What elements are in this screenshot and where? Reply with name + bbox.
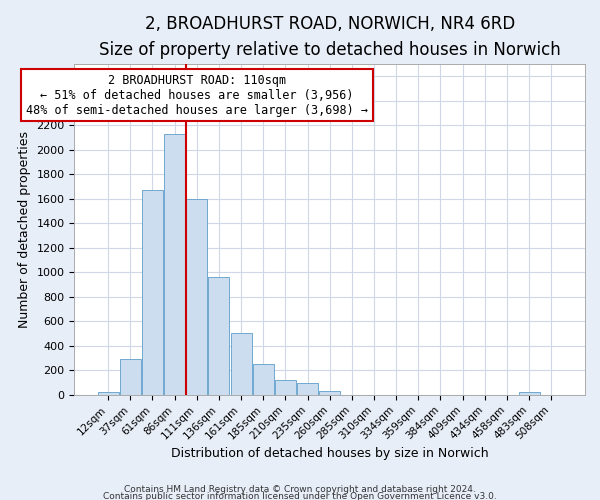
Bar xyxy=(297,383,318,395)
Y-axis label: Number of detached properties: Number of detached properties xyxy=(18,131,31,328)
Bar xyxy=(319,390,340,395)
Text: 2 BROADHURST ROAD: 110sqm
← 51% of detached houses are smaller (3,956)
48% of se: 2 BROADHURST ROAD: 110sqm ← 51% of detac… xyxy=(26,74,368,116)
Bar xyxy=(518,392,539,395)
Bar xyxy=(186,198,207,395)
Bar xyxy=(164,134,185,395)
Bar xyxy=(98,392,119,395)
Text: Contains HM Land Registry data © Crown copyright and database right 2024.: Contains HM Land Registry data © Crown c… xyxy=(124,486,476,494)
Bar xyxy=(275,380,296,395)
Bar xyxy=(120,358,141,395)
Title: 2, BROADHURST ROAD, NORWICH, NR4 6RD
Size of property relative to detached house: 2, BROADHURST ROAD, NORWICH, NR4 6RD Siz… xyxy=(99,15,560,60)
Bar xyxy=(142,190,163,395)
Bar xyxy=(208,277,229,395)
Bar xyxy=(253,364,274,395)
Text: Contains public sector information licensed under the Open Government Licence v3: Contains public sector information licen… xyxy=(103,492,497,500)
X-axis label: Distribution of detached houses by size in Norwich: Distribution of detached houses by size … xyxy=(171,447,488,460)
Bar xyxy=(230,333,251,395)
